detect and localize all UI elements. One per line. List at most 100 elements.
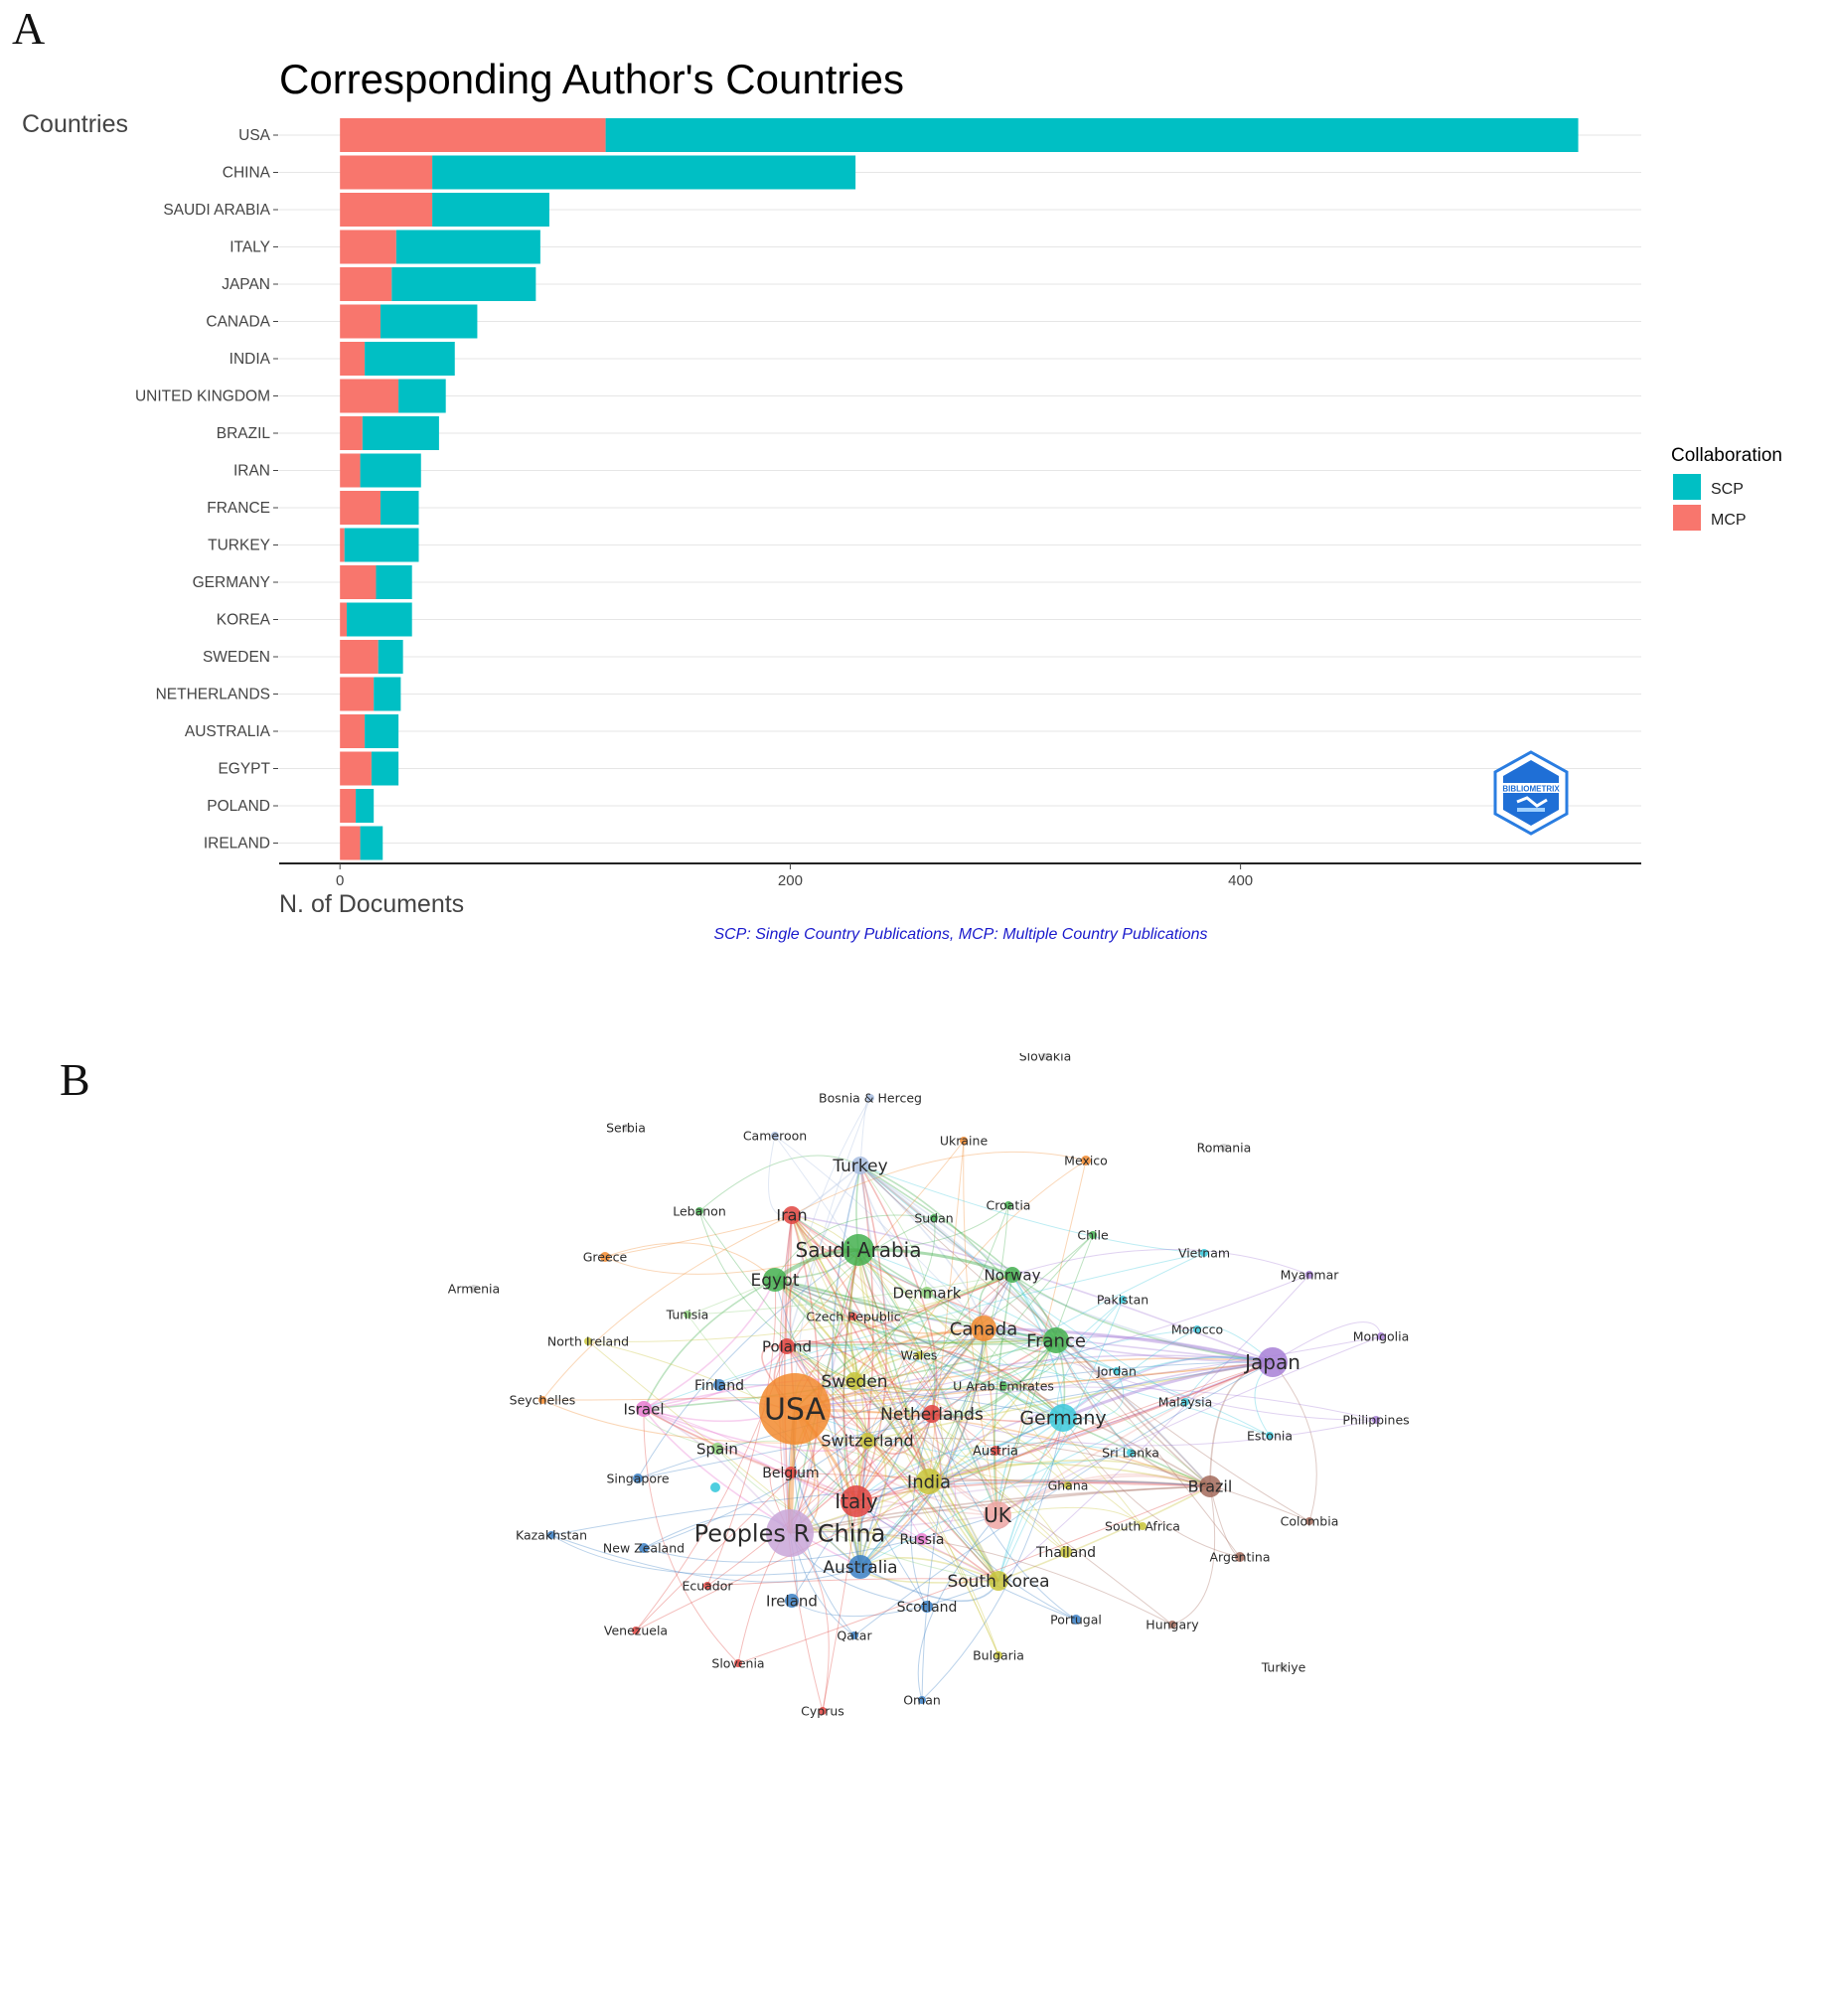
bar-mcp: [340, 826, 361, 860]
bar-scp: [374, 677, 401, 711]
network-edge: [857, 1248, 1013, 1277]
network-edge: [786, 1345, 868, 1442]
bar-mcp: [340, 155, 433, 190]
node-label: Bosnia & Herceg: [819, 1090, 922, 1105]
network-edge: [737, 1485, 1211, 1664]
network-edge: [643, 1408, 923, 1540]
network-node: [845, 1372, 863, 1390]
node-label: Lebanon: [673, 1203, 726, 1218]
category-label: TURKEY: [208, 538, 270, 554]
network-edge: [917, 1514, 998, 1701]
network-node: [1235, 1552, 1245, 1562]
network-edge: [910, 1413, 933, 1608]
network-edge: [791, 1214, 1069, 1486]
network-edge: [853, 1274, 1013, 1382]
network-edge: [1055, 1339, 1241, 1558]
network-edge: [1062, 1417, 1241, 1558]
network-node: [851, 1157, 869, 1174]
network-node: [766, 1509, 814, 1557]
network-edge: [794, 1335, 1382, 1410]
legend-label-mcp: MCP: [1711, 512, 1747, 529]
network-edge: [774, 1279, 857, 1382]
network-node: [1139, 1522, 1146, 1530]
node-label: Cyprus: [801, 1703, 844, 1718]
network-node: [1193, 1325, 1201, 1333]
network-edge: [859, 1327, 985, 1568]
node-label: Kazakhstan: [516, 1527, 587, 1542]
network-edge: [928, 1459, 1211, 1487]
network-edge: [852, 1274, 1013, 1318]
network-node: [695, 1207, 703, 1215]
network-edge: [859, 1164, 1211, 1487]
node-label: Belgium: [762, 1466, 819, 1481]
network-edge: [791, 1214, 998, 1516]
network-edges: [541, 1096, 1382, 1712]
network-node: [999, 1382, 1007, 1390]
network-edge: [587, 1274, 1013, 1342]
network-node: [763, 1268, 787, 1292]
chart-caption: SCP: Single Country Publications, MCP: M…: [713, 926, 1207, 943]
network-node: [1113, 1367, 1121, 1375]
network-edge: [794, 1386, 1377, 1421]
network-edge: [983, 1326, 1274, 1364]
network-node: [989, 1571, 1008, 1591]
node-label: Ireland: [766, 1592, 818, 1610]
network-edge: [774, 1279, 1211, 1487]
node-label: South Africa: [1105, 1518, 1180, 1533]
network-node: [841, 1485, 872, 1517]
node-label: Ghana: [1048, 1477, 1089, 1492]
bar-scp: [346, 602, 412, 637]
network-edge: [789, 1485, 1211, 1534]
bar-mcp: [340, 416, 363, 450]
network-edge: [718, 1338, 1057, 1386]
node-label: South Korea: [947, 1572, 1049, 1592]
network-node: [1305, 1271, 1313, 1279]
network-edge: [857, 1249, 998, 1516]
network-edge: [859, 1204, 1009, 1568]
network-edge: [859, 1164, 1211, 1487]
network-edge: [859, 1440, 887, 1568]
network-edge: [921, 1417, 1064, 1701]
network-edge: [993, 1274, 1013, 1516]
node-label: Brazil: [1188, 1477, 1233, 1496]
network-node: [1041, 1052, 1049, 1060]
network-node: [1071, 1615, 1081, 1625]
network-edge: [859, 1164, 1013, 1276]
category-label: INDIA: [229, 351, 271, 368]
network-node: [1200, 1249, 1208, 1257]
network-node: [584, 1337, 592, 1345]
node-label: Colombia: [1281, 1513, 1339, 1528]
node-label: Mexico: [1064, 1153, 1108, 1167]
category-label: USA: [238, 127, 271, 144]
network-edge: [926, 1292, 1211, 1487]
network-edge: [866, 1440, 999, 1656]
network-edge: [791, 1214, 855, 1382]
network-edge: [604, 1249, 859, 1275]
bar-scp: [380, 304, 478, 339]
node-label: Italy: [835, 1489, 878, 1513]
bar-scp: [395, 230, 540, 264]
network-node: [921, 1287, 933, 1299]
network-node: [622, 1124, 630, 1132]
network-node: [1043, 1327, 1069, 1353]
network-node: [930, 1214, 938, 1222]
network-edge: [859, 1164, 1310, 1522]
node-label: Sudan: [914, 1210, 953, 1225]
bar-mcp: [340, 379, 399, 413]
network-edge: [635, 1361, 1274, 1631]
network-edge: [1055, 1335, 1274, 1363]
category-label: ITALY: [229, 239, 270, 256]
node-label: Peoples R China: [694, 1519, 886, 1547]
network-edge: [855, 1442, 1132, 1502]
network-edge: [859, 1299, 1124, 1568]
network-edge: [853, 1361, 1274, 1636]
network-edge: [635, 1274, 1013, 1631]
node-label: Armenia: [448, 1281, 500, 1296]
node-label: Israel: [624, 1400, 665, 1418]
network-edge: [853, 1339, 1057, 1391]
network-edge: [996, 1160, 1087, 1516]
node-label: Ecuador: [682, 1578, 733, 1593]
bar-mcp: [340, 714, 366, 748]
network-node: [842, 1234, 874, 1266]
network-edge: [859, 1566, 999, 1603]
